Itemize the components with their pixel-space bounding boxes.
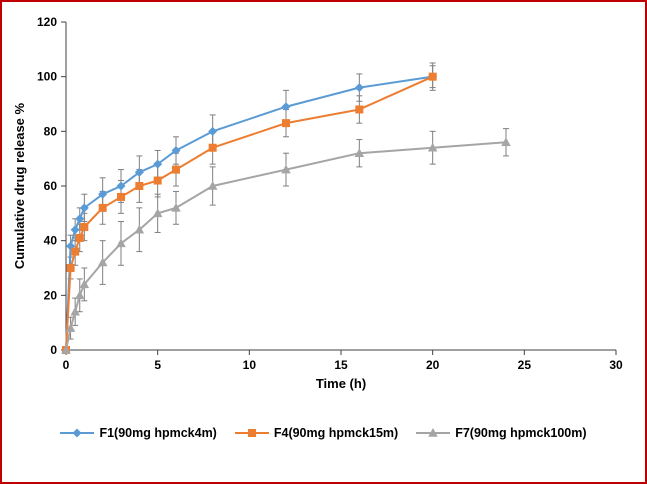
legend-label: F4(90mg hpmck15m): [273, 426, 399, 440]
square-marker: [135, 182, 144, 190]
y-tick-label: 20: [44, 288, 58, 302]
square-marker: [282, 119, 290, 128]
triangle-marker: [65, 323, 76, 332]
square-marker: [80, 223, 89, 231]
legend-item-3: F7(90mg hpmck100m): [416, 426, 587, 440]
legend-item-1: F1(90mg hpmck4m): [60, 426, 217, 440]
diamond-marker: [354, 83, 364, 93]
x-tick-label: 20: [426, 358, 440, 372]
triangle-marker: [207, 181, 218, 190]
square-marker: [98, 203, 107, 212]
triangle-marker: [116, 238, 126, 248]
diamond-marker: [70, 225, 80, 235]
legend-label: F7(90mg hpmck100m): [455, 426, 587, 440]
series-3: [61, 137, 511, 354]
triangle-marker: [75, 290, 85, 300]
square-marker: [208, 143, 217, 152]
square-marker: [153, 176, 162, 185]
x-axis-title: Time (h): [315, 376, 367, 391]
diamond-marker: [98, 189, 108, 199]
diamond-marker: [79, 203, 89, 213]
y-tick-label: 120: [37, 15, 57, 29]
triangle-marker: [501, 137, 511, 147]
x-tick-label: 15: [334, 358, 348, 372]
diamond-marker: [281, 102, 291, 112]
triangle-marker: [171, 202, 181, 212]
triangle-marker: [354, 148, 365, 157]
square-marker: [75, 233, 84, 242]
diamond-marker: [66, 241, 76, 251]
triangle-marker: [152, 208, 163, 218]
series-1: [61, 72, 438, 355]
triangle-marker: [281, 164, 291, 174]
triangle-marker: [134, 224, 145, 234]
legend-key-icon: [234, 429, 269, 437]
square-marker: [247, 429, 256, 437]
y-tick-label: 0: [50, 343, 57, 357]
diamond-marker: [171, 145, 181, 155]
square-marker: [66, 264, 75, 272]
x-tick-label: 0: [63, 358, 70, 372]
diamond-marker: [153, 159, 163, 169]
triangle-marker: [427, 142, 438, 152]
y-tick-label: 60: [44, 179, 58, 193]
y-tick-label: 80: [44, 124, 58, 138]
x-tick-label: 5: [154, 358, 161, 372]
error-bars-series-1: [67, 65, 436, 258]
triangle-marker: [428, 428, 438, 437]
diamond-marker: [116, 181, 126, 191]
legend-label: F1(90mg hpmck4m): [99, 426, 217, 440]
x-tick-label: 30: [609, 358, 623, 372]
legend-item-2: F4(90mg hpmck15m): [234, 426, 399, 440]
square-marker: [355, 105, 364, 114]
square-marker: [71, 247, 80, 256]
square-marker: [117, 192, 125, 201]
legend-key-icon: [416, 428, 451, 437]
diamond-marker: [72, 428, 82, 438]
diamond-marker: [134, 167, 144, 177]
x-tick-label: 10: [243, 358, 257, 372]
y-tick-label: 100: [37, 70, 57, 84]
diamond-marker: [75, 214, 85, 224]
diamond-marker: [208, 126, 218, 136]
plot-area: 0 5 10 15 20 25 30 0 20 40 60 80 100 120: [37, 15, 623, 372]
chart-legend: F1(90mg hpmck4m) F4(90mg hpmck15m) F7(90mg…: [2, 426, 645, 440]
x-tick-label: 25: [518, 358, 532, 372]
legend-key-icon: [60, 428, 95, 438]
triangle-marker: [79, 279, 90, 289]
y-tick-label: 40: [44, 234, 58, 248]
triangle-marker: [61, 345, 71, 354]
triangle-marker: [97, 257, 108, 267]
triangle-marker: [70, 306, 80, 316]
square-marker: [428, 72, 437, 81]
square-marker: [172, 165, 180, 174]
